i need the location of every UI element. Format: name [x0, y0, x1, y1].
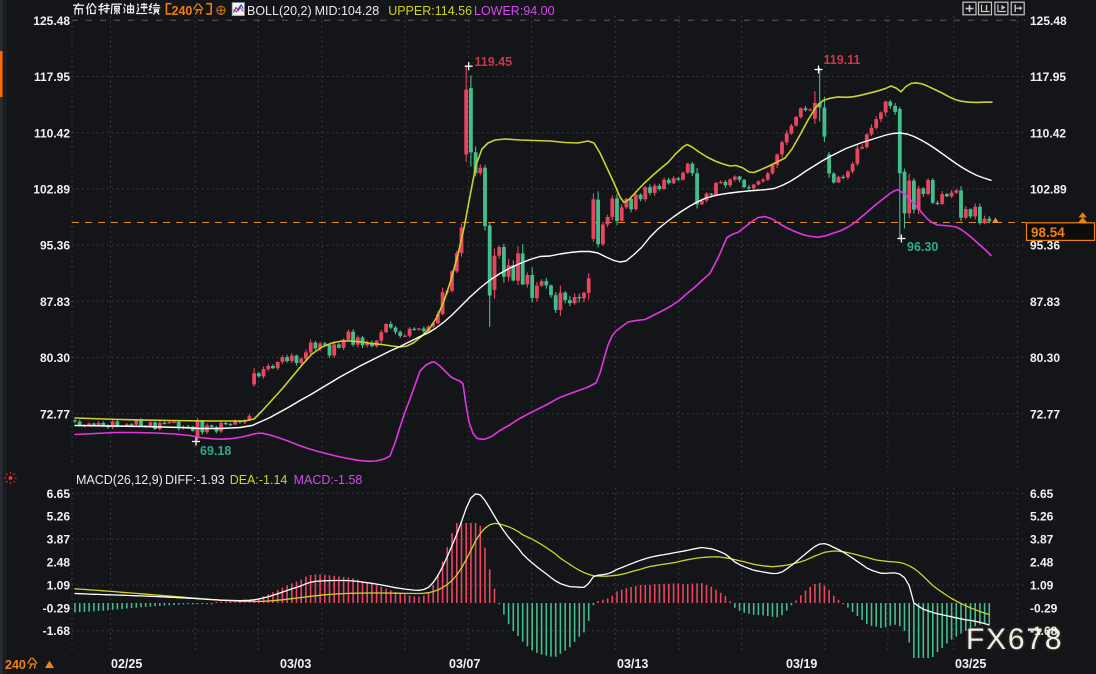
svg-text:125.48: 125.48: [1030, 14, 1067, 28]
svg-text:72.77: 72.77: [1030, 407, 1060, 421]
svg-text:98.54: 98.54: [1031, 225, 1065, 240]
svg-text:03/13: 03/13: [617, 657, 648, 671]
svg-text:-0.29: -0.29: [1030, 601, 1058, 615]
svg-text:MACD(26,12,9): MACD(26,12,9): [76, 473, 163, 487]
svg-text:03/25: 03/25: [955, 657, 986, 671]
svg-text:-1.68: -1.68: [43, 624, 71, 638]
svg-text:02/25: 02/25: [111, 657, 142, 671]
svg-text:UPPER:114.56: UPPER:114.56: [388, 4, 472, 18]
svg-text:6.65: 6.65: [1030, 487, 1054, 501]
svg-text:-0.29: -0.29: [43, 601, 71, 615]
svg-text:03/07: 03/07: [449, 657, 480, 671]
svg-text:3.87: 3.87: [1030, 533, 1054, 547]
svg-text:MACD:-1.58: MACD:-1.58: [294, 473, 363, 487]
svg-text:DIFF:-1.93: DIFF:-1.93: [165, 473, 225, 487]
svg-text:80.30: 80.30: [40, 351, 70, 365]
svg-text:LOWER:94.00: LOWER:94.00: [474, 4, 555, 18]
svg-text:87.83: 87.83: [1030, 295, 1060, 309]
svg-text:-1.68: -1.68: [1030, 624, 1058, 638]
svg-text:72.77: 72.77: [40, 407, 70, 421]
svg-text:BOLL(20,2): BOLL(20,2): [247, 4, 312, 18]
svg-text:FX678: FX678: [966, 623, 1063, 656]
svg-text:FX678: FX678: [966, 623, 1063, 656]
svg-text:240: 240: [5, 658, 26, 672]
svg-text:125.48: 125.48: [33, 14, 70, 28]
svg-text:3.87: 3.87: [47, 533, 71, 547]
svg-text:2.48: 2.48: [1030, 556, 1054, 570]
svg-text:117.95: 117.95: [1030, 70, 1066, 84]
svg-text:87.83: 87.83: [40, 295, 70, 309]
svg-text:119.45: 119.45: [475, 55, 513, 69]
svg-text:1.09: 1.09: [1030, 579, 1054, 593]
svg-text:03/03: 03/03: [280, 657, 311, 671]
svg-text:DEA:-1.14: DEA:-1.14: [230, 473, 288, 487]
svg-text:2.48: 2.48: [47, 556, 71, 570]
svg-text:110.42: 110.42: [1030, 126, 1066, 140]
svg-text:119.11: 119.11: [824, 53, 861, 67]
svg-text:80.30: 80.30: [1030, 351, 1060, 365]
svg-text:240: 240: [172, 4, 193, 18]
svg-text:102.89: 102.89: [33, 183, 70, 197]
svg-text:69.18: 69.18: [200, 444, 231, 458]
svg-text:117.95: 117.95: [34, 70, 70, 84]
svg-text:6.65: 6.65: [47, 487, 71, 501]
svg-text:03/19: 03/19: [786, 657, 817, 671]
svg-text:95.36: 95.36: [1030, 239, 1060, 253]
svg-text:5.26: 5.26: [47, 510, 71, 524]
svg-text:95.36: 95.36: [40, 239, 70, 253]
svg-text:1.09: 1.09: [47, 579, 71, 593]
svg-text:5.26: 5.26: [1030, 510, 1054, 524]
svg-text:110.42: 110.42: [34, 126, 70, 140]
svg-text:MID:104.28: MID:104.28: [315, 4, 380, 18]
svg-text:102.89: 102.89: [1030, 183, 1067, 197]
svg-text:96.30: 96.30: [907, 240, 938, 254]
